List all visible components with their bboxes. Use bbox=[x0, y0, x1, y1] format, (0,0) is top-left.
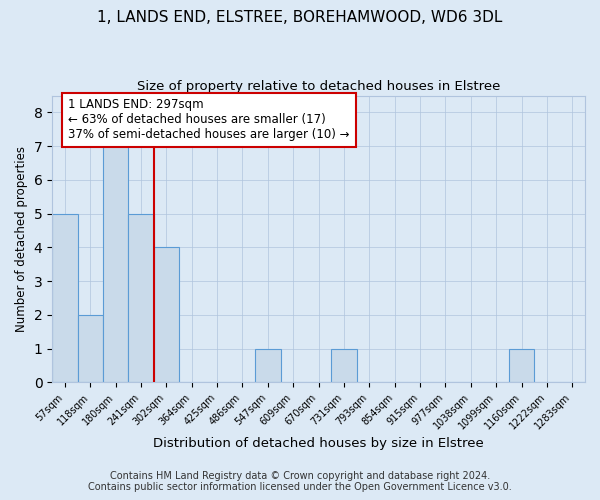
Bar bbox=[103, 146, 128, 382]
X-axis label: Distribution of detached houses by size in Elstree: Distribution of detached houses by size … bbox=[153, 437, 484, 450]
Bar bbox=[331, 348, 356, 382]
Bar bbox=[154, 248, 179, 382]
Text: 1, LANDS END, ELSTREE, BOREHAMWOOD, WD6 3DL: 1, LANDS END, ELSTREE, BOREHAMWOOD, WD6 … bbox=[97, 10, 503, 25]
Text: Contains HM Land Registry data © Crown copyright and database right 2024.
Contai: Contains HM Land Registry data © Crown c… bbox=[88, 471, 512, 492]
Bar bbox=[255, 348, 281, 382]
Y-axis label: Number of detached properties: Number of detached properties bbox=[15, 146, 28, 332]
Title: Size of property relative to detached houses in Elstree: Size of property relative to detached ho… bbox=[137, 80, 500, 93]
Bar bbox=[509, 348, 534, 382]
Bar bbox=[77, 315, 103, 382]
Bar bbox=[52, 214, 77, 382]
Bar bbox=[128, 214, 154, 382]
Text: 1 LANDS END: 297sqm
← 63% of detached houses are smaller (17)
37% of semi-detach: 1 LANDS END: 297sqm ← 63% of detached ho… bbox=[68, 98, 350, 142]
